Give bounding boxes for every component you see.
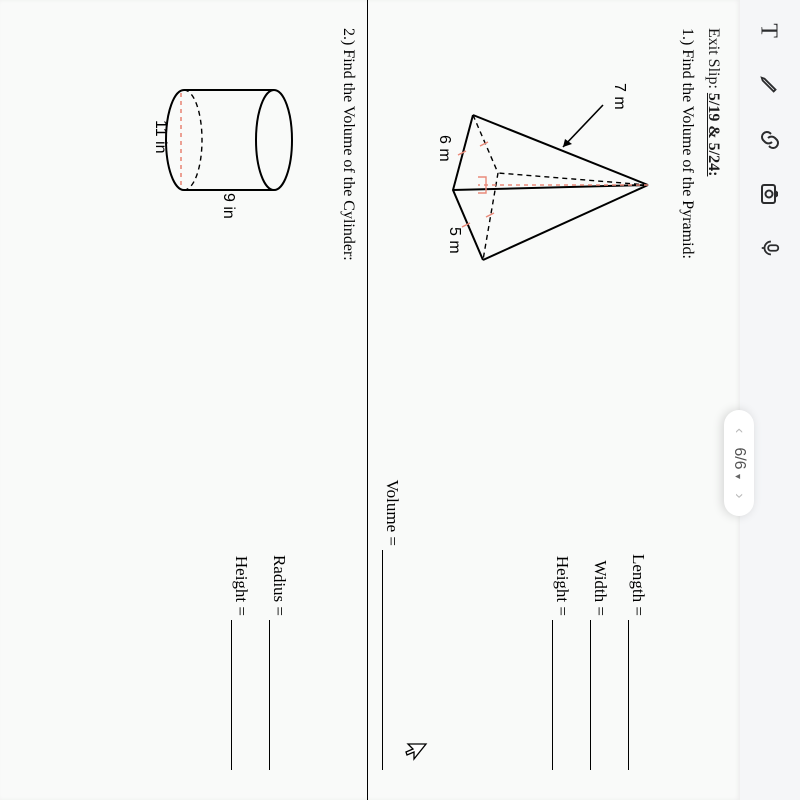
radius-blank: Radius = (269, 538, 289, 770)
rotated-page-container: T ‹ 6/6 ▾ › Exit Slip: 5/19 & 5/24: 1.) … (0, 0, 800, 800)
height-blank: Height = (552, 538, 572, 770)
cylinder-diameter-label: 11 in (151, 120, 169, 154)
height2-blank: Height = (231, 538, 251, 770)
link-icon[interactable] (756, 126, 784, 154)
q2-blanks: Radius = Height = (231, 538, 289, 770)
camera-icon[interactable] (756, 180, 784, 208)
mic-icon[interactable] (756, 234, 784, 262)
pencil-icon[interactable] (756, 72, 784, 100)
length-blank: Length = (628, 538, 648, 770)
document-sheet: Exit Slip: 5/19 & 5/24: 1.) Find the Vol… (0, 0, 740, 800)
cursor-icon (404, 740, 428, 764)
volume-blank: Volume = (382, 480, 402, 770)
problem-2-area: 9 in 11 in Radius = Height = (19, 0, 339, 800)
cylinder-figure: 9 in 11 in (149, 80, 299, 260)
width-blank: Width = (590, 538, 610, 770)
app-toolbar: T (739, 0, 800, 800)
svg-text:T: T (757, 23, 781, 38)
question-1-label: 1.) Find the Volume of the Pyramid: (678, 0, 700, 800)
pyramid-figure: 7 m 6 m 5 m (448, 95, 658, 275)
q1-blanks: Length = Width = Height = (552, 538, 648, 770)
pyramid-base-b-label: 5 m (445, 227, 463, 254)
prev-page-arrow[interactable]: ‹ (730, 428, 748, 433)
page-indicator[interactable]: ‹ 6/6 ▾ › (724, 410, 754, 516)
pyramid-base-a-label: 6 m (435, 135, 453, 162)
next-page-arrow[interactable]: › (730, 493, 748, 498)
question-2-label: 2.) Find the Volume of the Cylinder: (339, 0, 367, 800)
worksheet-title: Exit Slip: 5/19 & 5/24: (700, 0, 740, 800)
text-tool-icon[interactable]: T (756, 18, 784, 46)
pyramid-slant-label: 7 m (610, 83, 628, 110)
problem-1-area: 7 m 6 m 5 m Length = Width = Height = Vo… (367, 0, 678, 800)
page-indicator-text: 6/6 ▾ (730, 447, 748, 479)
cylinder-height-label: 9 in (219, 193, 237, 219)
